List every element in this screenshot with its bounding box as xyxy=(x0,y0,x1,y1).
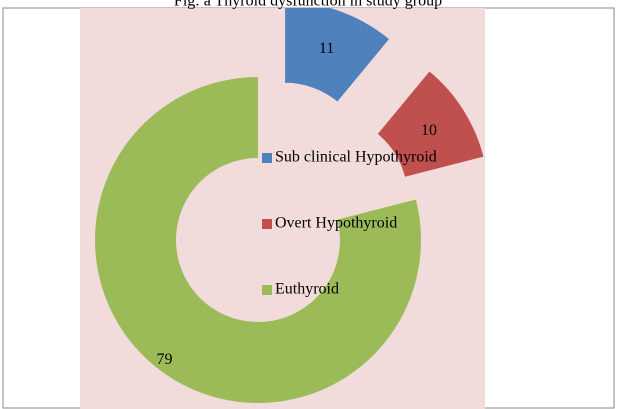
slice xyxy=(377,71,484,177)
slices xyxy=(95,8,484,403)
legend-swatch xyxy=(262,153,272,163)
legend-label: Overt Hypothyroid xyxy=(275,215,397,232)
data-label: 10 xyxy=(421,122,437,139)
legend-swatch xyxy=(262,219,272,229)
legend-label: Euthyroid xyxy=(275,281,339,298)
chart-title: Fig: a Thyroid dysfunction in study grou… xyxy=(174,0,442,10)
data-label: 11 xyxy=(319,40,334,57)
slice xyxy=(95,77,421,403)
legend-label: Sub clinical Hypothyroid xyxy=(275,149,437,166)
legend-swatch xyxy=(262,285,272,295)
slice xyxy=(285,8,389,102)
data-label: 79 xyxy=(157,351,173,368)
